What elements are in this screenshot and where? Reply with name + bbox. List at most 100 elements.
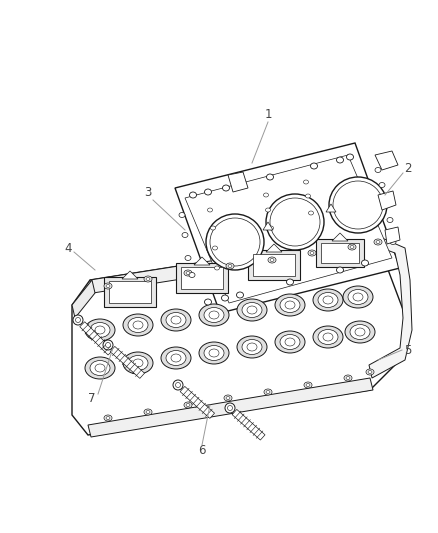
Ellipse shape (106, 285, 110, 287)
Ellipse shape (209, 311, 219, 319)
Ellipse shape (305, 194, 311, 198)
Text: 5: 5 (404, 343, 412, 357)
Ellipse shape (266, 391, 270, 393)
Ellipse shape (265, 208, 271, 212)
Ellipse shape (215, 266, 219, 270)
Polygon shape (80, 322, 113, 355)
Ellipse shape (104, 415, 112, 421)
Ellipse shape (73, 315, 83, 325)
Ellipse shape (226, 263, 234, 269)
Ellipse shape (343, 286, 373, 308)
Polygon shape (175, 143, 400, 313)
Polygon shape (375, 151, 398, 170)
Ellipse shape (242, 340, 262, 354)
Ellipse shape (176, 383, 180, 387)
Ellipse shape (329, 177, 387, 233)
Ellipse shape (228, 264, 232, 268)
Ellipse shape (344, 375, 352, 381)
Ellipse shape (189, 272, 195, 278)
Polygon shape (378, 191, 396, 210)
Text: 6: 6 (198, 443, 206, 456)
Ellipse shape (286, 279, 293, 285)
Polygon shape (266, 244, 282, 252)
Ellipse shape (123, 352, 153, 374)
Polygon shape (185, 155, 392, 303)
Ellipse shape (270, 198, 320, 246)
Ellipse shape (242, 303, 262, 318)
Ellipse shape (223, 185, 230, 191)
Ellipse shape (270, 259, 274, 262)
Ellipse shape (95, 326, 105, 334)
Ellipse shape (85, 319, 115, 341)
Polygon shape (122, 271, 138, 279)
Ellipse shape (199, 342, 229, 364)
Ellipse shape (128, 356, 148, 370)
Polygon shape (248, 250, 300, 280)
Ellipse shape (336, 157, 343, 163)
Ellipse shape (368, 370, 372, 374)
Ellipse shape (336, 267, 343, 273)
Ellipse shape (209, 349, 219, 357)
Polygon shape (316, 239, 364, 267)
Ellipse shape (123, 314, 153, 336)
Ellipse shape (355, 328, 365, 336)
Ellipse shape (227, 406, 233, 410)
Ellipse shape (304, 382, 312, 388)
Ellipse shape (144, 276, 152, 282)
Ellipse shape (313, 289, 343, 311)
Ellipse shape (208, 208, 212, 212)
Ellipse shape (204, 308, 224, 322)
Ellipse shape (75, 318, 81, 322)
Ellipse shape (133, 321, 143, 329)
Ellipse shape (285, 338, 295, 346)
Polygon shape (321, 243, 359, 263)
Ellipse shape (226, 397, 230, 400)
Ellipse shape (247, 343, 257, 351)
Polygon shape (109, 281, 151, 303)
Ellipse shape (128, 318, 148, 333)
Ellipse shape (264, 389, 272, 395)
Ellipse shape (106, 416, 110, 419)
Ellipse shape (308, 250, 316, 256)
Polygon shape (72, 235, 405, 435)
Ellipse shape (323, 333, 333, 341)
Polygon shape (90, 235, 378, 293)
Ellipse shape (182, 232, 188, 238)
Ellipse shape (346, 154, 353, 160)
Ellipse shape (266, 194, 324, 250)
Ellipse shape (266, 174, 273, 180)
Ellipse shape (224, 395, 232, 401)
Ellipse shape (146, 410, 150, 414)
Text: 3: 3 (144, 187, 152, 199)
Ellipse shape (346, 376, 350, 379)
Ellipse shape (186, 403, 190, 407)
Ellipse shape (350, 325, 370, 340)
Polygon shape (263, 222, 273, 230)
Ellipse shape (313, 326, 343, 348)
Polygon shape (104, 277, 156, 307)
Ellipse shape (210, 218, 260, 266)
Ellipse shape (247, 306, 257, 314)
Text: 7: 7 (88, 392, 96, 405)
Ellipse shape (264, 193, 268, 197)
Ellipse shape (85, 357, 115, 379)
Ellipse shape (205, 299, 212, 305)
Polygon shape (326, 204, 336, 212)
Ellipse shape (184, 270, 192, 276)
Polygon shape (194, 257, 210, 265)
Ellipse shape (387, 217, 393, 222)
Ellipse shape (222, 295, 229, 301)
Polygon shape (232, 409, 265, 440)
Ellipse shape (179, 213, 185, 217)
Ellipse shape (104, 283, 112, 289)
Ellipse shape (348, 244, 356, 250)
Ellipse shape (237, 336, 267, 358)
Ellipse shape (205, 189, 212, 195)
Ellipse shape (353, 293, 363, 301)
Ellipse shape (268, 257, 276, 263)
Ellipse shape (171, 354, 181, 362)
Text: 2: 2 (404, 161, 412, 174)
Polygon shape (181, 267, 223, 289)
Polygon shape (72, 280, 95, 318)
Ellipse shape (275, 294, 305, 316)
